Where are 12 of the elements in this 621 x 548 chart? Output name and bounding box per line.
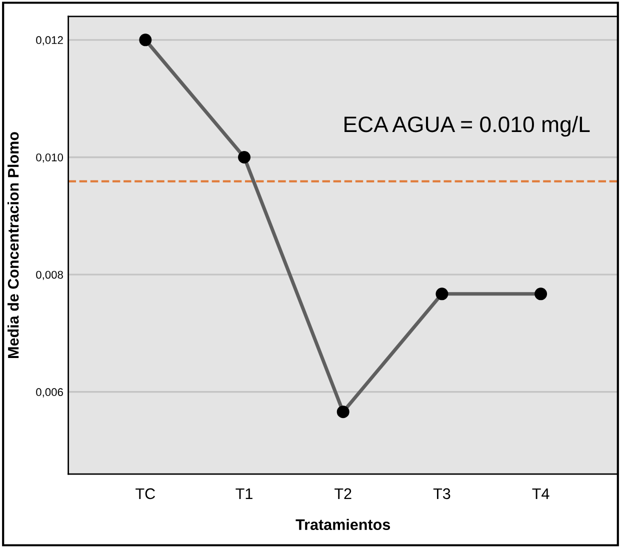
- x-tick-label: T2: [334, 488, 352, 499]
- x-tick-label: T4: [532, 488, 550, 499]
- annotation: ECA AGUA = 0.010 mg/L: [344, 116, 590, 137]
- x-tick-label: T1: [236, 488, 252, 499]
- y-tick-label: 0,006: [36, 388, 63, 398]
- y-tick-label: 0,010: [36, 154, 64, 163]
- y-tick-label: 0,012: [36, 36, 63, 46]
- x-tick-label: TC: [136, 488, 156, 500]
- x-tick-label: T3: [433, 488, 450, 500]
- y-axis-title: Media de Concentracion Plomo: [8, 132, 19, 358]
- y-tick-label: 0,008: [36, 270, 63, 280]
- x-axis-title: Tratamientos: [296, 518, 390, 530]
